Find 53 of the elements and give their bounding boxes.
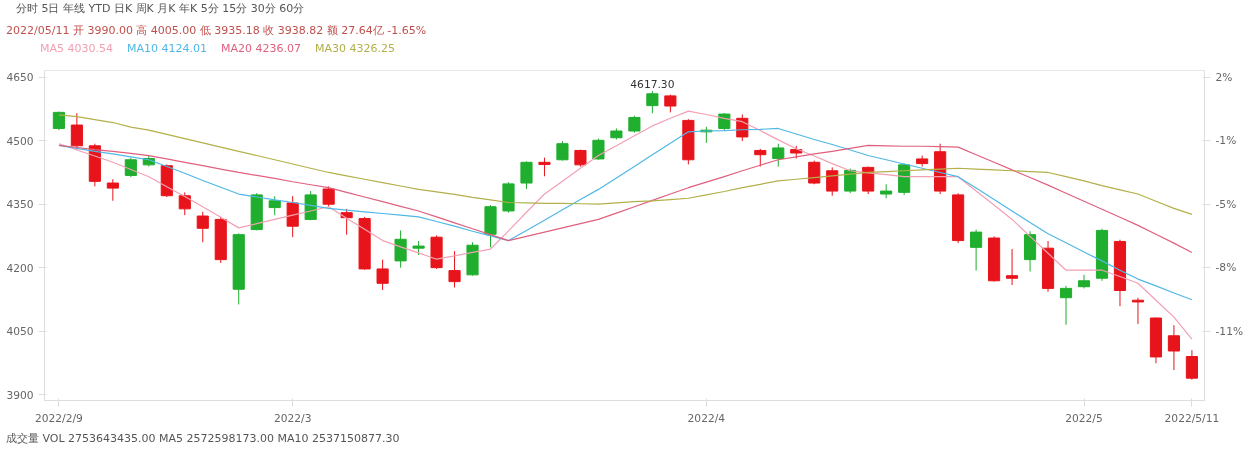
y-tick-label: 4050 — [6, 325, 34, 339]
annotation: 4617.30 — [630, 78, 675, 92]
y-tick-label: 4200 — [6, 261, 34, 275]
text: MA10 4124.01 — [127, 42, 207, 55]
candlestick — [646, 90, 659, 114]
candlestick — [268, 195, 281, 216]
candlestick — [322, 185, 335, 208]
candlestick — [448, 250, 461, 289]
text: 成交量 VOL 2753643435.00 MA5 2572598173.00 MA10 2537150877.30 — [5, 431, 400, 447]
candlestick — [70, 112, 83, 151]
y-tick-label: 4500 — [6, 134, 34, 148]
candlestick — [844, 168, 857, 194]
candlestick — [772, 143, 785, 168]
y2-tick-label: -5% — [1215, 197, 1237, 211]
y2-tick-label: -8% — [1215, 261, 1237, 275]
line-series — [58, 110, 1193, 340]
line-series — [58, 114, 1193, 215]
y2-tick-label: -11% — [1215, 324, 1244, 338]
candlestick — [826, 166, 839, 197]
text: 2022/05/11 开 3990.00 高 4005.00 低 3935.18 收 3938.82 额 27.64亿 -1.65% — [5, 23, 427, 39]
candlestick — [1185, 349, 1198, 381]
candlestick — [1059, 285, 1073, 326]
text: MA5 4030.54 — [40, 42, 113, 55]
candlestick — [592, 138, 605, 161]
candlestick — [124, 157, 137, 178]
x-tick-label: 2022/3 — [273, 411, 312, 425]
candlestick — [916, 155, 929, 168]
y-tick-label: 3900 — [6, 388, 34, 402]
x-tick-label: 2022/4 — [687, 411, 726, 425]
text: 分时 5日 年线 YTD 日K 周K 月K 年K 5分 15分 30分 60分 — [15, 1, 305, 17]
x-tick-label: 2022/2/9 — [34, 411, 84, 425]
text: MA30 4326.25 — [315, 42, 395, 55]
candlestick — [340, 208, 353, 236]
candlestick — [394, 229, 407, 269]
candlestick — [1131, 297, 1145, 325]
candlestick — [1005, 248, 1019, 286]
candlestick — [970, 229, 983, 272]
candlestick — [556, 140, 569, 162]
y-tick-label: 4350 — [6, 198, 34, 212]
candlestick — [538, 157, 551, 177]
y2-tick-label: 2% — [1215, 70, 1233, 84]
text: MA20 4236.07 — [221, 42, 301, 55]
candlestick — [1167, 324, 1180, 371]
candlestick — [196, 211, 209, 243]
candlestick — [286, 195, 299, 238]
x-tick-label: 2022/5/11 — [1164, 411, 1220, 425]
x-tick-label: 2022/5 — [1065, 411, 1103, 425]
candlestick — [106, 178, 119, 202]
candlestick — [520, 160, 533, 190]
candlestick — [178, 191, 191, 216]
y-tick-label: 4650 — [6, 71, 34, 85]
candlestick — [376, 259, 389, 291]
y2-tick-label: -1% — [1215, 134, 1237, 148]
